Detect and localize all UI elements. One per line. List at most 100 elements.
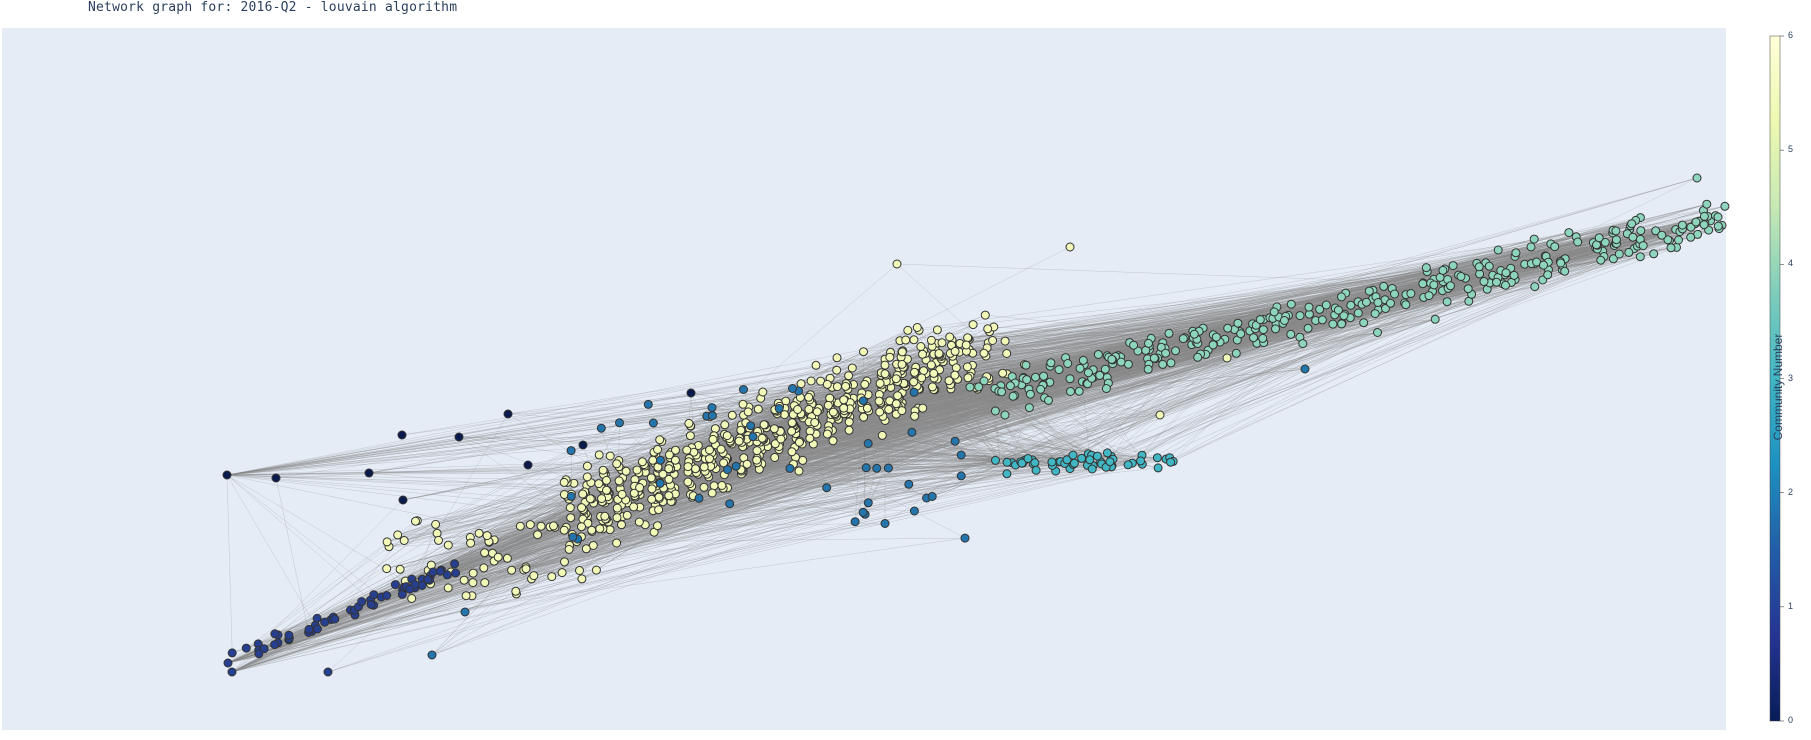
graph-node-community-4[interactable] bbox=[1123, 359, 1133, 369]
graph-node-community-5[interactable] bbox=[891, 399, 901, 409]
graph-node-community-2[interactable] bbox=[725, 499, 735, 509]
graph-node-community-0[interactable] bbox=[271, 473, 281, 483]
graph-node-community-5[interactable] bbox=[577, 574, 587, 584]
graph-node-community-5[interactable] bbox=[875, 407, 885, 417]
graph-node-community-5[interactable] bbox=[937, 338, 947, 348]
graph-node-community-3[interactable] bbox=[1017, 458, 1027, 468]
graph-node-community-4[interactable] bbox=[1361, 297, 1371, 307]
graph-node-community-2[interactable] bbox=[427, 650, 437, 660]
graph-node-community-5[interactable] bbox=[705, 445, 714, 455]
graph-node-community-5[interactable] bbox=[622, 510, 632, 520]
graph-node-community-4[interactable] bbox=[990, 406, 1000, 416]
graph-node-community-4[interactable] bbox=[1129, 340, 1139, 350]
graph-node-community-5[interactable] bbox=[653, 445, 663, 454]
graph-node-community-5[interactable] bbox=[533, 530, 543, 540]
graph-node-community-1[interactable] bbox=[323, 667, 333, 677]
graph-node-community-5[interactable] bbox=[664, 464, 674, 474]
graph-node-community-1[interactable] bbox=[312, 613, 322, 623]
graph-node-community-5[interactable] bbox=[844, 417, 854, 427]
graph-node-community-4[interactable] bbox=[1328, 319, 1338, 329]
graph-node-community-5[interactable] bbox=[844, 371, 854, 381]
graph-node-community-4[interactable] bbox=[1315, 304, 1325, 314]
graph-node-community-5[interactable] bbox=[717, 481, 727, 490]
graph-node-community-4[interactable] bbox=[1036, 384, 1046, 394]
graph-node-community-4[interactable] bbox=[979, 376, 989, 386]
graph-node-community-5[interactable] bbox=[461, 591, 471, 601]
graph-node-community-5[interactable] bbox=[897, 359, 907, 369]
graph-node-community-4[interactable] bbox=[1039, 371, 1049, 381]
graph-node-community-5[interactable] bbox=[684, 418, 694, 428]
graph-node-community-4[interactable] bbox=[1100, 364, 1110, 374]
graph-node-community-4[interactable] bbox=[1720, 201, 1730, 211]
graph-node-community-5[interactable] bbox=[479, 563, 489, 573]
graph-node-community-1[interactable] bbox=[312, 624, 322, 634]
graph-node-community-5[interactable] bbox=[823, 400, 833, 410]
graph-node-community-5[interactable] bbox=[753, 404, 763, 414]
graph-node-community-5[interactable] bbox=[832, 353, 842, 363]
graph-node-community-1[interactable] bbox=[254, 649, 264, 659]
graph-node-community-4[interactable] bbox=[1501, 268, 1511, 278]
graph-node-community-3[interactable] bbox=[1153, 463, 1163, 473]
graph-node-community-0[interactable] bbox=[397, 430, 407, 440]
graph-node-community-2[interactable] bbox=[568, 532, 578, 542]
graph-node-community-4[interactable] bbox=[1526, 242, 1536, 252]
graph-node-community-5[interactable] bbox=[825, 393, 835, 403]
graph-node-community-4[interactable] bbox=[1337, 319, 1347, 329]
graph-node-community-5[interactable] bbox=[581, 544, 591, 554]
graph-node-community-4[interactable] bbox=[1401, 300, 1411, 310]
graph-node-community-5[interactable] bbox=[691, 464, 700, 474]
graph-node-community-4[interactable] bbox=[974, 382, 984, 392]
graph-node-community-4[interactable] bbox=[1501, 280, 1510, 290]
graph-node-community-2[interactable] bbox=[907, 427, 917, 437]
graph-node-community-4[interactable] bbox=[1178, 334, 1188, 344]
graph-node-community-4[interactable] bbox=[1608, 254, 1618, 264]
graph-node-community-4[interactable] bbox=[1550, 242, 1560, 252]
graph-node-community-5[interactable] bbox=[811, 360, 821, 370]
graph-node-community-4[interactable] bbox=[1075, 363, 1085, 373]
graph-node-community-5[interactable] bbox=[699, 482, 709, 492]
graph-node-community-4[interactable] bbox=[1359, 318, 1369, 328]
graph-node-community-5[interactable] bbox=[822, 429, 832, 439]
graph-node-community-4[interactable] bbox=[1271, 324, 1280, 334]
graph-node-community-5[interactable] bbox=[844, 425, 854, 435]
graph-node-community-5[interactable] bbox=[912, 323, 922, 332]
graph-node-community-4[interactable] bbox=[1543, 270, 1553, 280]
graph-node-community-5[interactable] bbox=[594, 479, 604, 489]
graph-node-community-2[interactable] bbox=[788, 384, 797, 393]
graph-node-community-5[interactable] bbox=[621, 466, 631, 476]
graph-node-community-4[interactable] bbox=[1657, 230, 1667, 240]
graph-node-community-3[interactable] bbox=[1031, 465, 1041, 475]
graph-node-community-4[interactable] bbox=[1406, 289, 1416, 298]
graph-node-community-4[interactable] bbox=[1304, 302, 1314, 312]
graph-node-community-5[interactable] bbox=[560, 557, 569, 567]
graph-node-community-5[interactable] bbox=[617, 520, 626, 530]
graph-node-community-5[interactable] bbox=[646, 473, 656, 483]
graph-node-community-5[interactable] bbox=[577, 522, 586, 532]
graph-node-community-0[interactable] bbox=[686, 388, 696, 398]
graph-node-community-5[interactable] bbox=[566, 513, 576, 523]
graph-node-community-2[interactable] bbox=[909, 387, 919, 397]
graph-node-community-5[interactable] bbox=[880, 369, 890, 379]
graph-node-community-5[interactable] bbox=[632, 465, 642, 475]
graph-node-community-4[interactable] bbox=[1093, 350, 1103, 359]
graph-node-community-4[interactable] bbox=[1493, 245, 1503, 255]
graph-node-community-4[interactable] bbox=[1564, 228, 1574, 238]
graph-node-community-4[interactable] bbox=[1156, 342, 1166, 352]
graph-node-community-5[interactable] bbox=[493, 552, 503, 562]
graph-node-community-5[interactable] bbox=[769, 424, 779, 434]
graph-node-community-5[interactable] bbox=[1155, 410, 1165, 420]
graph-node-community-5[interactable] bbox=[521, 564, 531, 574]
graph-node-community-4[interactable] bbox=[1054, 365, 1064, 375]
graph-node-community-4[interactable] bbox=[1166, 358, 1176, 368]
graph-node-community-4[interactable] bbox=[965, 382, 975, 392]
graph-node-community-4[interactable] bbox=[1702, 199, 1712, 209]
graph-node-community-4[interactable] bbox=[1233, 318, 1243, 328]
graph-node-community-5[interactable] bbox=[945, 332, 955, 342]
graph-node-community-4[interactable] bbox=[1024, 403, 1034, 413]
graph-node-community-5[interactable] bbox=[670, 455, 680, 465]
graph-node-community-5[interactable] bbox=[980, 310, 990, 320]
graph-node-community-1[interactable] bbox=[450, 559, 460, 569]
graph-node-community-4[interactable] bbox=[1429, 280, 1439, 290]
graph-node-community-3[interactable] bbox=[1023, 454, 1033, 463]
graph-node-community-5[interactable] bbox=[884, 405, 894, 414]
